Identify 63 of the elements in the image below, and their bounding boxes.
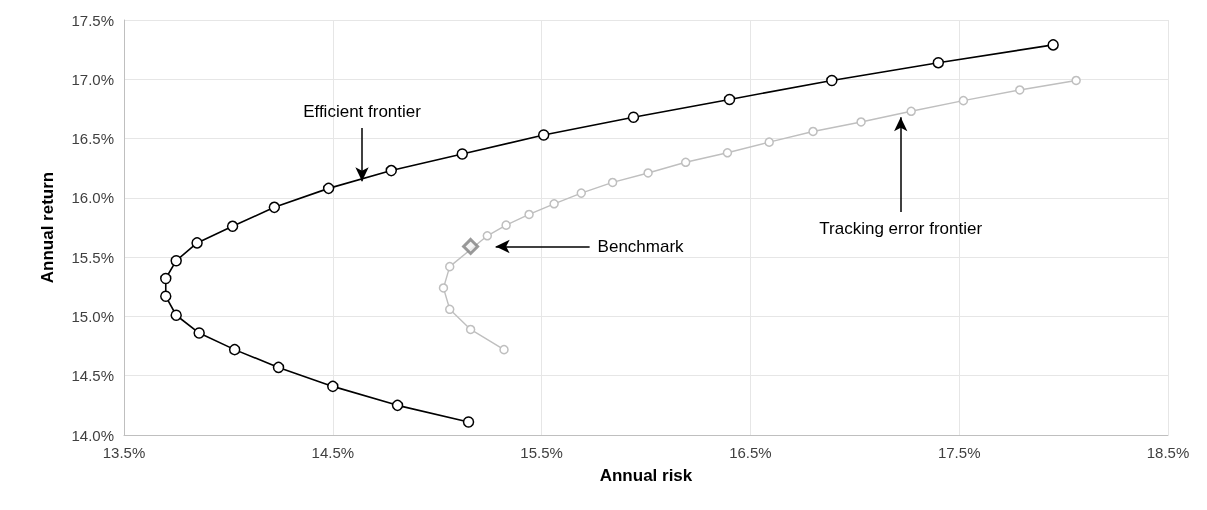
point — [228, 343, 241, 356]
y-tick-label: 15.0% — [71, 307, 114, 325]
point — [643, 168, 653, 178]
point — [462, 416, 475, 428]
y-tick-label: 15.5% — [71, 248, 114, 266]
point — [322, 182, 335, 195]
point — [576, 188, 587, 198]
point — [160, 290, 172, 303]
annotation: Efficient frontier — [303, 101, 422, 121]
x-axis-title: Annual risk — [599, 466, 693, 485]
point — [537, 129, 550, 141]
y-axis-title: Annual return — [38, 171, 57, 284]
point — [193, 327, 205, 339]
point — [680, 157, 691, 168]
x-tick-label: 16.5% — [729, 444, 772, 461]
point — [462, 237, 480, 255]
point — [391, 399, 404, 412]
point — [932, 56, 945, 69]
point — [268, 201, 281, 214]
point — [1071, 75, 1081, 86]
point — [607, 177, 618, 188]
point — [723, 93, 736, 106]
text: Benchmark — [597, 236, 685, 256]
point — [465, 324, 476, 335]
y-tick-label: 16.5% — [71, 130, 114, 148]
point — [764, 137, 774, 147]
point — [438, 283, 449, 293]
point — [444, 261, 455, 272]
point — [826, 74, 838, 87]
x-tick-label: 13.5% — [102, 444, 146, 461]
point — [501, 220, 511, 230]
point — [958, 95, 969, 106]
point — [272, 361, 285, 374]
point — [327, 380, 339, 393]
x-tick-label: 18.5% — [1146, 444, 1190, 461]
point — [524, 209, 534, 220]
point — [170, 309, 182, 321]
y-tick-label: 17.5% — [71, 11, 114, 29]
point — [722, 148, 733, 158]
y-tick-label: 14.5% — [71, 367, 114, 385]
point — [1047, 39, 1059, 51]
point — [444, 304, 455, 315]
y-tick-label: 16.0% — [71, 189, 114, 207]
point — [906, 106, 916, 117]
point — [160, 272, 172, 285]
point — [191, 237, 203, 249]
y-tick-label: 14.0% — [71, 426, 114, 444]
point — [385, 164, 398, 177]
point — [549, 199, 559, 209]
y-tick-label: 17.0% — [71, 70, 114, 88]
x-tick-label: 15.5% — [520, 444, 563, 461]
point — [1015, 85, 1025, 95]
point — [808, 126, 818, 137]
annotation: Tracking error frontier — [819, 219, 983, 239]
point — [856, 117, 866, 127]
point — [627, 111, 640, 123]
point — [226, 220, 239, 233]
point — [170, 254, 182, 267]
point — [499, 344, 509, 355]
point — [456, 148, 469, 160]
point — [482, 231, 493, 241]
x-tick-label: 14.5% — [311, 444, 355, 461]
x-tick-label: 17.5% — [937, 444, 981, 461]
